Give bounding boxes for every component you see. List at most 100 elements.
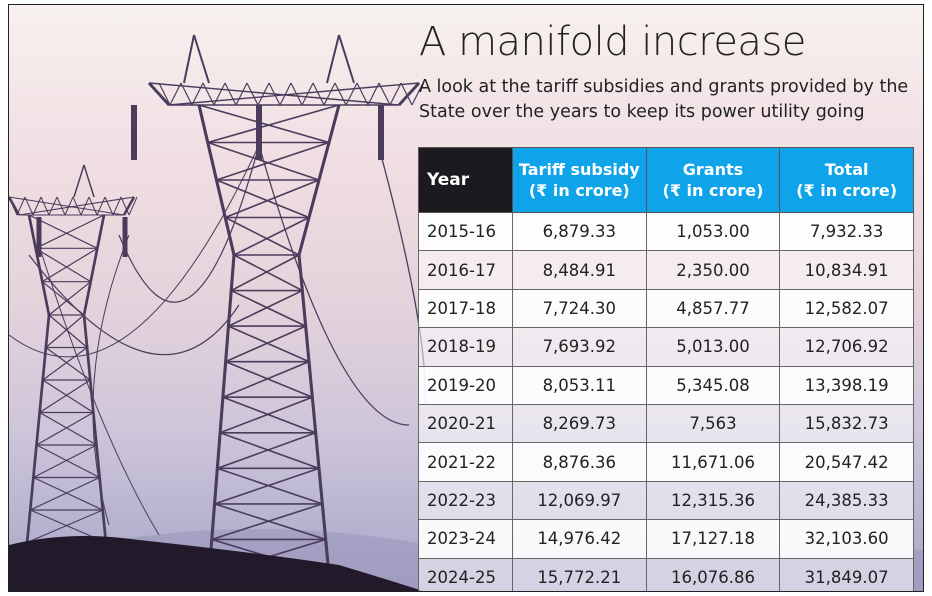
pylon-strut [9, 197, 17, 215]
value-cell: 12,315.36 [646, 481, 780, 519]
wire [259, 145, 409, 425]
value-cell: 8,484.91 [512, 251, 646, 289]
year-cell: 2024-25 [419, 558, 513, 592]
year-cell: 2020-21 [419, 404, 513, 442]
pylon-strut [327, 35, 339, 83]
value-cell: 14,976.42 [512, 520, 646, 558]
table-row: 2019-208,053.115,345.0813,398.19 [419, 366, 914, 404]
pylon-strut [313, 83, 324, 105]
pylon-strut [184, 35, 194, 83]
pylon-strut [217, 180, 310, 218]
value-cell: 17,127.18 [646, 520, 780, 558]
pylon-strut [81, 197, 89, 215]
year-cell: 2023-24 [419, 520, 513, 558]
value-cell: 4,857.77 [646, 289, 780, 327]
pylon-strut [41, 197, 49, 215]
pylon-strut [220, 433, 319, 469]
value-cell: 8,053.11 [512, 366, 646, 404]
value-cell: 24,385.33 [780, 481, 914, 519]
pylon-strut [234, 218, 309, 256]
pylon-strut [299, 255, 329, 575]
year-cell: 2015-16 [419, 213, 513, 251]
insulator [123, 217, 128, 257]
pylon-strut [223, 397, 316, 433]
value-cell: 7,724.30 [512, 289, 646, 327]
value-cell: 12,069.97 [512, 481, 646, 519]
pylon-strut [46, 315, 84, 348]
pylon-strut [231, 255, 299, 291]
pylon-strut [220, 397, 312, 433]
value-cell: 31,849.07 [780, 558, 914, 592]
value-cell: 7,693.92 [512, 328, 646, 366]
pylon-strut [339, 35, 354, 83]
pylon-strut [214, 83, 225, 105]
column-name: Tariff subsidy [513, 159, 646, 180]
pylon-strut [40, 380, 91, 413]
pylon-strut [42, 248, 97, 281]
pylon-strut [217, 468, 322, 504]
value-cell: 8,269.73 [512, 404, 646, 442]
pylon-strut [324, 83, 335, 105]
pylon-strut [49, 315, 87, 348]
pylon-strut [226, 362, 313, 398]
pylon-strut [302, 83, 313, 105]
value-cell: 8,876.36 [512, 443, 646, 481]
pylon-strut [215, 468, 319, 504]
pylon-strut [226, 326, 306, 362]
pylon-strut [223, 362, 309, 398]
column-unit: (₹ in crore) [647, 180, 780, 201]
pylon-strut [36, 215, 104, 248]
title: A manifold increase [419, 19, 806, 65]
value-cell: 16,076.86 [646, 558, 780, 592]
pylon-strut [170, 83, 181, 105]
pylon-strut [30, 478, 99, 511]
pylon-strut [149, 83, 169, 105]
year-cell: 2017-18 [419, 289, 513, 327]
year-cell: 2022-23 [419, 481, 513, 519]
pylon-strut [208, 105, 339, 143]
pylon-strut [37, 413, 94, 446]
subtitle: State over the years to keep its power u… [419, 102, 865, 122]
value-cell: 1,053.00 [646, 213, 780, 251]
column-header: Grants(₹ in crore) [646, 148, 780, 213]
value-cell: 2,350.00 [646, 251, 780, 289]
wire [9, 145, 259, 357]
column-name: Year [427, 170, 512, 191]
pylon-strut [43, 380, 94, 413]
year-cell: 2021-22 [419, 443, 513, 481]
pylon-strut [228, 326, 309, 362]
data-table: YearTariff subsidy(₹ in crore)Grants(₹ i… [418, 147, 914, 592]
value-cell: 15,772.21 [512, 558, 646, 592]
pylon-strut [37, 445, 100, 478]
pylon-strut [84, 165, 94, 197]
column-header: Total(₹ in crore) [780, 148, 914, 213]
year-cell: 2019-20 [419, 366, 513, 404]
year-cell: 2016-17 [419, 251, 513, 289]
value-cell: 13,398.19 [780, 366, 914, 404]
pylon-strut [33, 445, 96, 478]
pylon-strut [247, 83, 258, 105]
table-row: 2016-178,484.912,350.0010,834.91 [419, 251, 914, 289]
value-cell: 5,013.00 [646, 328, 780, 366]
column-name: Total [780, 159, 913, 180]
pylon-strut [208, 143, 319, 181]
pylon-strut [228, 291, 302, 327]
pylon-strut [209, 255, 234, 575]
pylon-strut [194, 35, 209, 83]
insulator [256, 105, 262, 160]
table-body: 2015-166,879.331,053.007,932.332016-178,… [419, 213, 914, 593]
pylon-strut [368, 83, 379, 105]
value-cell: 32,103.60 [780, 520, 914, 558]
pylon-strut [236, 83, 247, 105]
pylon-strut [40, 413, 97, 446]
pylon-strut [17, 197, 25, 215]
value-cell: 7,932.33 [780, 213, 914, 251]
pylon-strut [84, 215, 104, 315]
pylon-strut [199, 105, 329, 143]
pylon-strut [390, 83, 401, 105]
